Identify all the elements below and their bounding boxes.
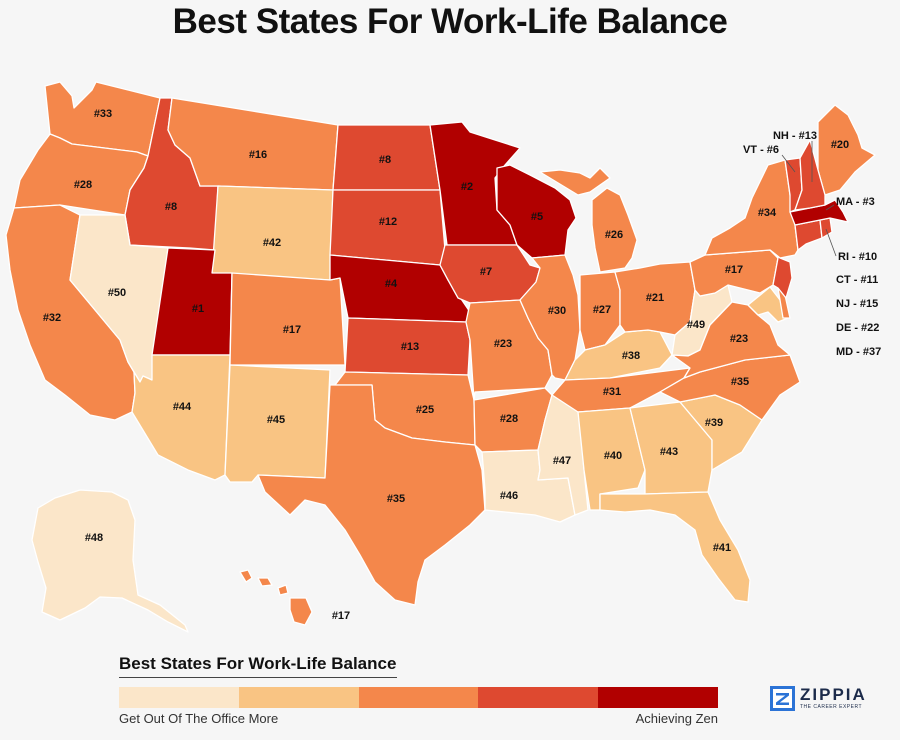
state-rank-ia: #7 bbox=[480, 266, 492, 278]
state-ny bbox=[704, 159, 799, 259]
zippia-z-icon bbox=[770, 686, 795, 711]
state-tx bbox=[257, 384, 486, 606]
legend-swatch-tier5 bbox=[598, 687, 718, 708]
state-rank-tn: #31 bbox=[603, 386, 621, 398]
state-callout-ma: MA - #3 bbox=[836, 196, 875, 208]
state-rank-ga: #43 bbox=[660, 446, 678, 458]
state-hi bbox=[239, 569, 313, 626]
state-ks bbox=[344, 317, 471, 376]
state-rank-id: #8 bbox=[165, 201, 177, 213]
state-rank-nv: #50 bbox=[108, 287, 126, 299]
state-rank-or: #28 bbox=[74, 179, 92, 191]
state-rank-wi: #5 bbox=[531, 211, 543, 223]
state-rank-va: #23 bbox=[730, 333, 748, 345]
state-mi bbox=[539, 167, 638, 273]
state-rank-ms: #47 bbox=[553, 455, 571, 467]
state-ri bbox=[819, 217, 833, 239]
state-rank-nm: #45 bbox=[267, 414, 285, 426]
state-rank-la: #46 bbox=[500, 490, 518, 502]
state-nj bbox=[769, 249, 793, 299]
state-rank-ok: #25 bbox=[416, 404, 434, 416]
legend-low-label: Get Out Of The Office More bbox=[119, 711, 279, 726]
state-rank-mo: #23 bbox=[494, 338, 512, 350]
state-rank-ne: #4 bbox=[385, 278, 398, 290]
state-rank-az: #44 bbox=[173, 401, 192, 413]
legend-swatch-tier4 bbox=[478, 687, 599, 708]
state-callout-nh: NH - #13 bbox=[773, 130, 817, 142]
state-callout-md: MD - #37 bbox=[836, 346, 881, 358]
state-callout-vt: VT - #6 bbox=[743, 144, 779, 156]
state-rank-ky: #38 bbox=[622, 350, 640, 362]
state-rank-ar: #28 bbox=[500, 413, 518, 425]
state-rank-ny: #34 bbox=[758, 207, 777, 219]
state-ak bbox=[31, 489, 189, 633]
state-rank-mn: #2 bbox=[461, 181, 473, 193]
logo-name: ZIPPIA bbox=[800, 685, 867, 704]
state-nh bbox=[794, 139, 826, 211]
state-rank-mt: #16 bbox=[249, 149, 267, 161]
state-rank-tx: #35 bbox=[387, 493, 405, 505]
state-md bbox=[747, 286, 789, 323]
state-rank-wv: #49 bbox=[687, 319, 705, 331]
callout-leader-ma bbox=[825, 204, 835, 211]
state-rank-ak: #48 bbox=[85, 532, 103, 544]
state-ma bbox=[789, 199, 849, 226]
state-wi bbox=[496, 164, 577, 259]
state-co bbox=[229, 272, 346, 366]
state-il bbox=[519, 254, 581, 381]
state-rank-oh: #21 bbox=[646, 292, 664, 304]
callout-leader-ri bbox=[825, 228, 837, 257]
legend-swatch-tier1 bbox=[119, 687, 239, 708]
state-rank-pa: #17 bbox=[725, 264, 743, 276]
state-fl bbox=[599, 491, 751, 603]
state-rank-il: #30 bbox=[548, 305, 566, 317]
state-rank-hi: #17 bbox=[332, 610, 350, 622]
state-rank-in: #27 bbox=[593, 304, 611, 316]
state-rank-mi: #26 bbox=[605, 229, 623, 241]
logo-tagline: THE CAREER EXPERT bbox=[800, 704, 863, 710]
state-rank-al: #40 bbox=[604, 450, 622, 462]
legend-underline bbox=[119, 677, 397, 678]
zippia-logo: ZIPPIA THE CAREER EXPERT bbox=[770, 686, 867, 712]
state-nm bbox=[224, 364, 331, 483]
state-rank-sc: #39 bbox=[705, 417, 723, 429]
state-rank-ks: #13 bbox=[401, 341, 419, 353]
state-rank-ut: #1 bbox=[192, 303, 204, 315]
legend-high-label: Achieving Zen bbox=[635, 711, 718, 726]
state-callout-de: DE - #22 bbox=[836, 322, 879, 334]
legend-color-scale bbox=[119, 687, 718, 708]
legend-swatch-tier2 bbox=[238, 687, 359, 708]
map-title: Best States For Work-Life Balance bbox=[172, 2, 728, 41]
state-wy bbox=[211, 185, 334, 281]
state-rank-nd: #8 bbox=[379, 154, 391, 166]
state-rank-co: #17 bbox=[283, 324, 301, 336]
state-callout-nj: NJ - #15 bbox=[836, 298, 878, 310]
state-rank-wa: #33 bbox=[94, 108, 112, 120]
state-rank-nc: #35 bbox=[731, 376, 749, 388]
callout-leader-vt bbox=[781, 154, 796, 173]
legend-swatch-tier3 bbox=[358, 687, 479, 708]
state-rank-me: #20 bbox=[831, 139, 849, 151]
state-rank-wy: #42 bbox=[263, 237, 281, 249]
state-va bbox=[671, 301, 791, 379]
legend-title: Best States For Work-Life Balance bbox=[119, 654, 397, 673]
state-rank-sd: #12 bbox=[379, 216, 397, 228]
state-callout-ct: CT - #11 bbox=[836, 274, 878, 286]
state-rank-ca: #32 bbox=[43, 312, 61, 324]
state-rank-fl: #41 bbox=[713, 542, 731, 554]
state-callout-ri: RI - #10 bbox=[838, 251, 877, 263]
